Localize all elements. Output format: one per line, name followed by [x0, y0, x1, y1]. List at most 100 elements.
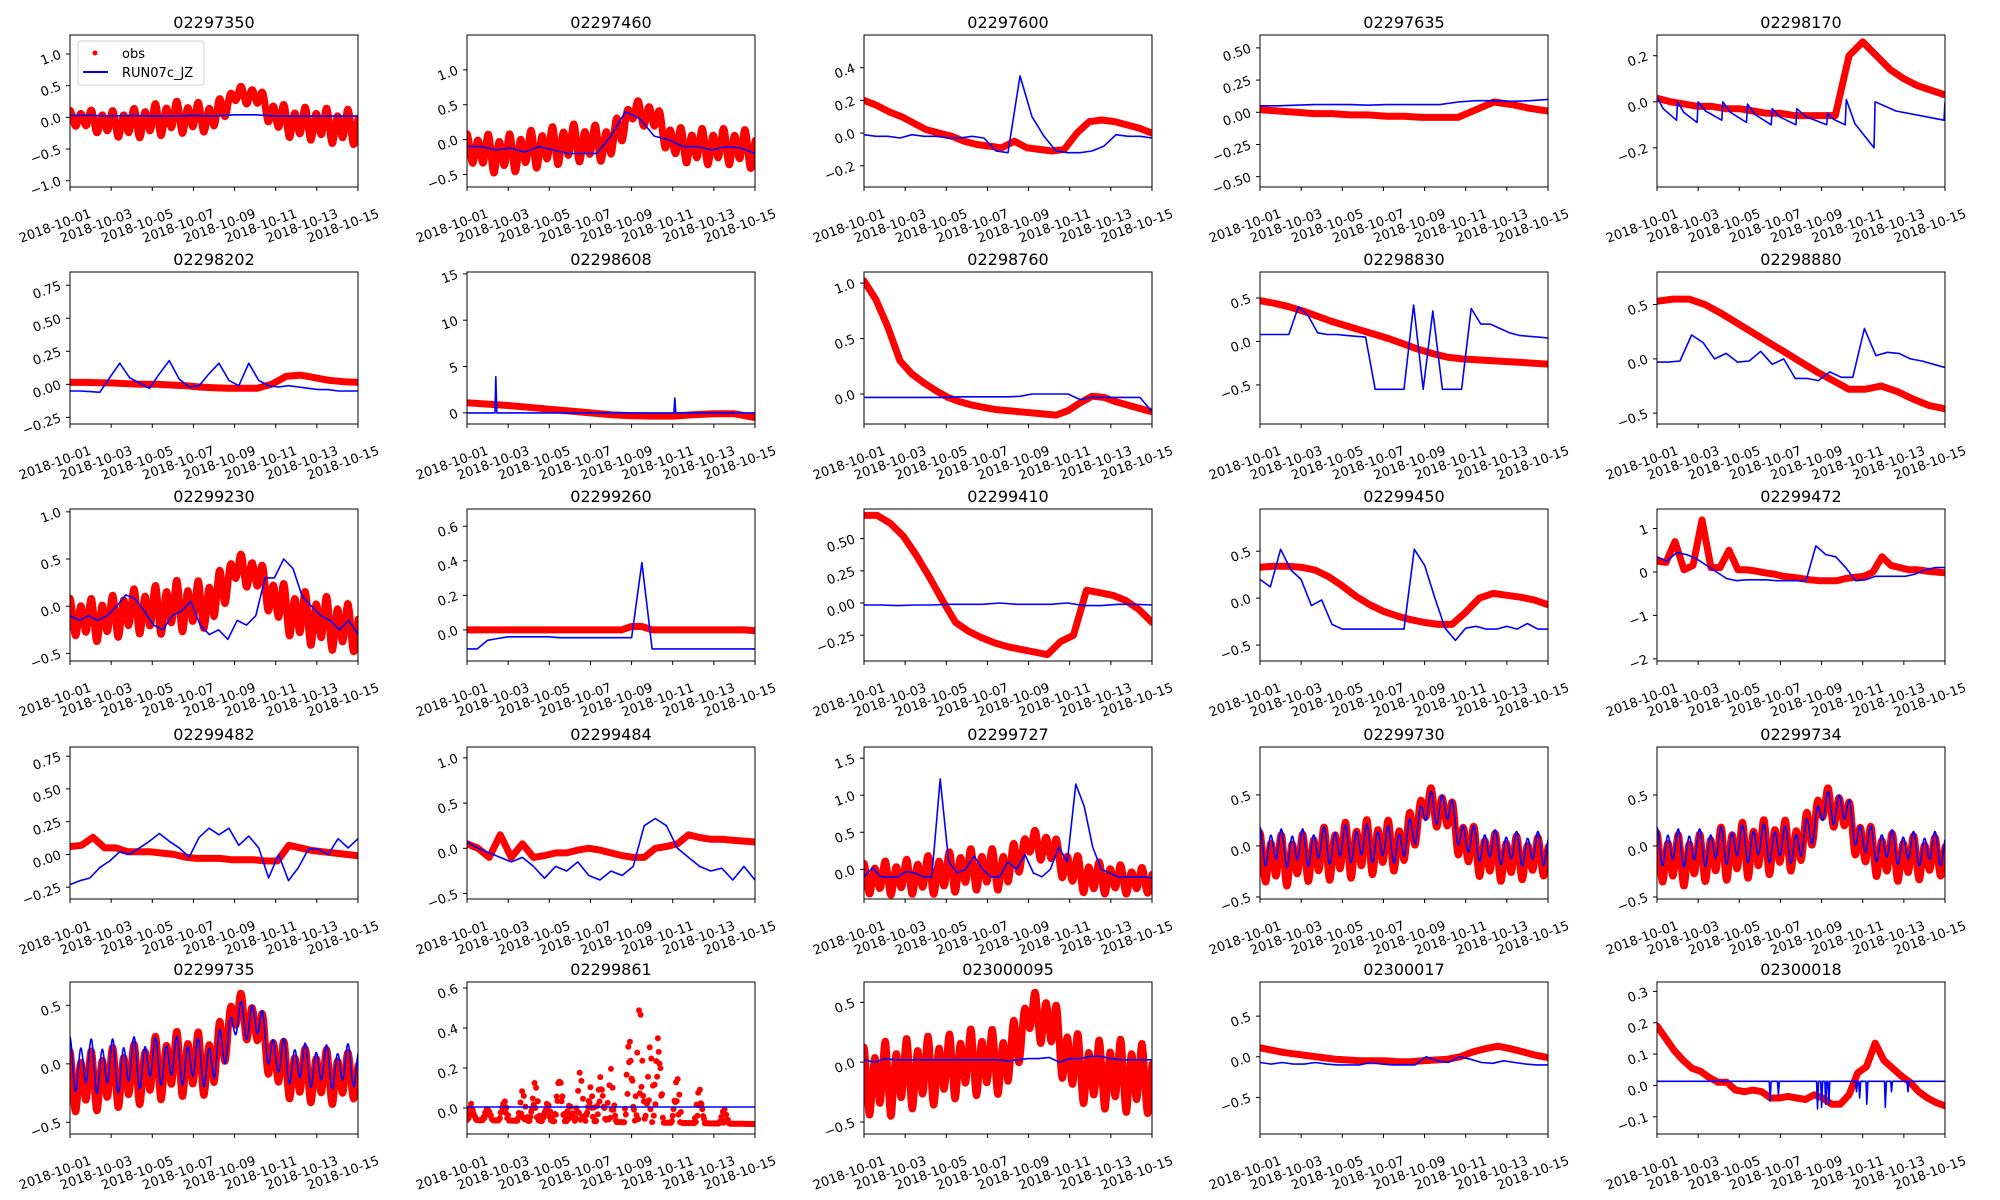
obs-series [70, 82, 358, 148]
plot-area [864, 988, 1152, 1120]
obs-point [634, 1049, 641, 1056]
obs-point [468, 1100, 475, 1107]
obs-point [505, 1112, 512, 1119]
y-tick-label: 0.00 [1221, 106, 1253, 130]
obs-point [637, 1011, 644, 1018]
plot-area [1657, 516, 1945, 585]
y-tick-label: 0.0 [833, 388, 858, 409]
y-tick-label: −0.5 [1616, 891, 1651, 916]
y-tick-label: 0.5 [39, 553, 64, 574]
obs-point [645, 1073, 651, 1080]
axes-frame [863, 981, 1153, 1135]
obs-series [70, 550, 358, 656]
obs-point [629, 1077, 636, 1084]
subplot-02297635: 02297635−0.50−0.250.000.250.502018-10-01… [1207, 13, 1571, 247]
y-tick-label: 0.50 [1221, 42, 1253, 66]
subplot-title: 02299734 [1760, 725, 1841, 744]
subplot-02300017: 02300017−0.50.00.52018-10-012018-10-0320… [1207, 960, 1571, 1194]
obs-point [676, 1091, 683, 1098]
y-tick-label: −0.5 [823, 1116, 858, 1141]
plot-area [1260, 1042, 1548, 1066]
y-tick-label: −0.2 [823, 159, 858, 184]
obs-point [694, 1112, 701, 1119]
obs-point [652, 1101, 659, 1108]
sim-series [467, 561, 755, 650]
obs-point [576, 1069, 583, 1076]
obs-series [1657, 38, 1945, 120]
sim-series [467, 110, 755, 155]
obs-point [496, 1115, 503, 1121]
legend: obs RUN07c_JZ [77, 40, 205, 86]
y-tick-label: 15 [440, 268, 461, 288]
sim-series [1657, 327, 1945, 382]
y-tick-label: 0.0 [436, 133, 461, 154]
y-tick-label: 0.5 [436, 98, 461, 119]
obs-point [631, 1106, 637, 1113]
y-tick-label: 0.4 [833, 61, 858, 82]
obs-series [1657, 295, 1945, 413]
plot-area [467, 97, 755, 177]
y-tick-label: −1.0 [29, 174, 64, 199]
sim-series [70, 359, 358, 394]
subplot-02299735: 02299735−0.50.00.52018-10-012018-10-0320… [17, 960, 381, 1194]
obs-point [640, 1092, 647, 1099]
axes-frame [1656, 746, 1946, 900]
subplot-title: 02299230 [173, 487, 254, 506]
plot-area [1260, 548, 1548, 642]
sim-series [467, 375, 755, 414]
y-tick-label: −0.5 [29, 1116, 64, 1141]
y-tick-label: 0.50 [31, 312, 63, 336]
y-tick-label: −0.5 [1616, 407, 1651, 432]
subplot-title: 02299260 [570, 487, 651, 506]
plot-area [70, 827, 358, 886]
y-tick-label: 1.0 [39, 48, 64, 69]
y-tick-label: 0.5 [1626, 789, 1651, 810]
obs-series [467, 831, 755, 861]
y-tick-label: −0.5 [426, 887, 461, 912]
obs-point [698, 1101, 705, 1108]
axes-frame [1259, 508, 1549, 662]
subplot-02298760: 022987600.00.51.02018-10-012018-10-03201… [811, 250, 1175, 484]
obs-series [864, 511, 1152, 659]
sim-series [467, 817, 755, 881]
axes-frame [863, 271, 1153, 425]
obs-point [547, 1108, 554, 1115]
obs-point [531, 1080, 538, 1086]
y-tick-label: 0.2 [436, 589, 461, 610]
y-tick-label: 1.0 [833, 277, 858, 298]
y-tick-label: 5 [447, 360, 460, 377]
obs-series [467, 97, 755, 177]
subplot-title: 02299861 [570, 960, 651, 979]
subplot-02299472: 02299472−2−1012018-10-012018-10-032018-1… [1604, 487, 1968, 721]
y-tick-label: 0.0 [436, 842, 461, 863]
subplot-02297460: 02297460−0.50.00.51.02018-10-012018-10-0… [414, 13, 778, 247]
obs-point [534, 1098, 541, 1105]
obs-point [529, 1095, 536, 1102]
y-tick-label: 0.0 [39, 1058, 64, 1079]
obs-point [584, 1109, 591, 1116]
subplot-title: 02298202 [173, 250, 254, 269]
axes-frame [1259, 746, 1549, 900]
obs-point [575, 1109, 582, 1116]
obs-series [864, 96, 1152, 155]
subplot-02299734: 02299734−0.50.00.52018-10-012018-10-0320… [1604, 725, 1968, 959]
obs-point [639, 1057, 646, 1064]
subplot-title: 02299484 [570, 725, 651, 744]
axes-frame [466, 746, 756, 900]
obs-point [519, 1088, 526, 1095]
axes-frame [1259, 981, 1549, 1135]
subplot-title: 02298760 [967, 250, 1048, 269]
axes-frame [69, 271, 359, 425]
subplot-title: 02298830 [1363, 250, 1444, 269]
obs-point [659, 1114, 666, 1121]
axes-frame [69, 34, 359, 188]
obs-series [1260, 562, 1548, 628]
obs-point [586, 1099, 593, 1106]
obs-point [593, 1118, 600, 1124]
y-tick-label: 0.00 [825, 597, 857, 621]
y-tick-label: 0.00 [31, 848, 63, 872]
obs-point [627, 1057, 634, 1064]
obs-point [559, 1093, 566, 1100]
sim-series [864, 75, 1152, 154]
